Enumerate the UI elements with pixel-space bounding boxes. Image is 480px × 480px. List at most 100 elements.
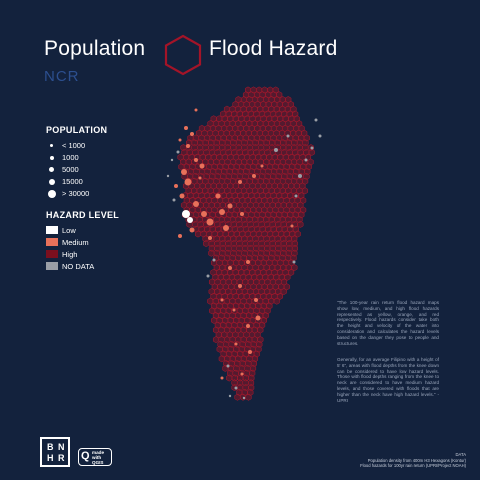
hazard-hex	[248, 384, 255, 392]
hazard-hex	[284, 273, 291, 281]
population-dot-icon	[47, 189, 56, 198]
hazard-hex	[211, 316, 218, 324]
hazard-hex	[208, 249, 215, 257]
region-subtitle: NCR	[44, 68, 80, 85]
hazard-hex	[218, 355, 225, 363]
hazard-hex	[234, 393, 241, 401]
population-dot	[255, 315, 261, 321]
bnhr-logo: B N H R	[40, 437, 70, 467]
hazard-legend-item: Medium	[46, 237, 156, 248]
population-dot	[194, 108, 198, 112]
hazard-hex	[207, 297, 214, 305]
hazard-hex	[291, 244, 298, 252]
population-dot	[206, 218, 214, 226]
population-dot	[318, 134, 322, 138]
population-dot	[208, 236, 212, 240]
population-dot	[252, 174, 256, 178]
population-dot	[206, 274, 210, 278]
population-dot	[170, 158, 174, 162]
hazard-hex	[290, 254, 297, 262]
population-dot	[187, 217, 193, 223]
population-dot	[223, 225, 229, 231]
population-dot	[242, 396, 246, 400]
population-dot	[178, 234, 182, 238]
hazard-hex	[245, 393, 252, 401]
population-dot	[248, 350, 252, 354]
hazard-hex	[272, 86, 279, 94]
hazard-hex	[226, 374, 233, 382]
hazard-hex	[194, 230, 202, 238]
population-dot	[219, 209, 225, 215]
population-dot	[227, 203, 233, 209]
hazard-hex	[248, 379, 255, 387]
population-dot-icon	[49, 167, 54, 172]
population-dot	[232, 308, 236, 312]
population-dot	[294, 194, 298, 198]
population-legend-item: 5000	[46, 164, 156, 175]
hazard-swatch	[46, 238, 58, 246]
population-dot	[226, 364, 230, 368]
title-row: Population Flood Hazard	[44, 33, 464, 77]
hazard-legend-item: High	[46, 249, 156, 260]
hazard-legend-item: NO DATA	[46, 261, 156, 272]
population-dot	[176, 150, 180, 154]
hazard-swatch	[46, 262, 58, 270]
population-legend-title: POPULATION	[46, 125, 108, 135]
population-dot	[182, 210, 190, 218]
population-dot	[181, 169, 187, 175]
hazard-hex	[288, 268, 295, 276]
population-dot	[298, 174, 302, 178]
hazard-swatch	[46, 250, 58, 258]
population-dot	[304, 158, 308, 162]
title-population: Population	[44, 37, 146, 60]
hazard-hex	[273, 297, 280, 305]
population-dot	[198, 176, 202, 180]
population-dot	[179, 193, 185, 199]
population-dots	[166, 108, 322, 400]
population-dot	[254, 298, 258, 302]
hazard-hex	[203, 240, 210, 248]
population-dot	[186, 144, 190, 148]
population-dot	[166, 174, 170, 178]
population-dot	[228, 266, 232, 270]
hazard-hex	[301, 187, 309, 195]
population-dot	[240, 372, 244, 376]
hexagon-icon	[164, 34, 202, 76]
hazard-hex	[302, 139, 309, 147]
hazard-hex	[248, 374, 255, 382]
population-dot-icon	[50, 144, 53, 147]
population-dot	[184, 178, 192, 186]
population-dot	[220, 298, 224, 302]
hazard-hex	[249, 369, 256, 377]
population-dot	[314, 118, 318, 122]
population-dot	[238, 180, 242, 184]
hazard-hex	[256, 340, 263, 348]
hazard-hex	[304, 168, 311, 176]
hazard-swatch	[46, 226, 58, 234]
population-dot	[246, 324, 250, 328]
population-legend-item: > 30000	[46, 188, 156, 199]
hazard-hex	[178, 163, 185, 171]
population-dot	[194, 158, 198, 162]
population-dot	[215, 193, 221, 199]
population-dot	[193, 201, 199, 207]
population-dot	[234, 342, 238, 346]
population-dot	[190, 132, 194, 136]
population-dot	[238, 284, 242, 288]
population-legend-item: < 1000	[46, 140, 156, 151]
hazard-legend-item: Low	[46, 225, 156, 236]
population-dot	[199, 163, 205, 169]
title-flood-hazard: Flood Hazard	[209, 37, 338, 60]
population-dot	[220, 376, 224, 380]
hazard-note: Generally, for an average Filipino with …	[337, 357, 439, 403]
population-dot	[260, 164, 264, 168]
population-dot	[310, 146, 314, 150]
hazard-hex-grid	[177, 86, 315, 401]
hazard-hex	[291, 249, 298, 257]
population-dot	[189, 227, 195, 233]
population-legend-item: 1000	[46, 152, 156, 163]
hazard-hex	[212, 336, 220, 344]
hazard-hex	[276, 91, 283, 99]
population-dot	[172, 198, 176, 202]
